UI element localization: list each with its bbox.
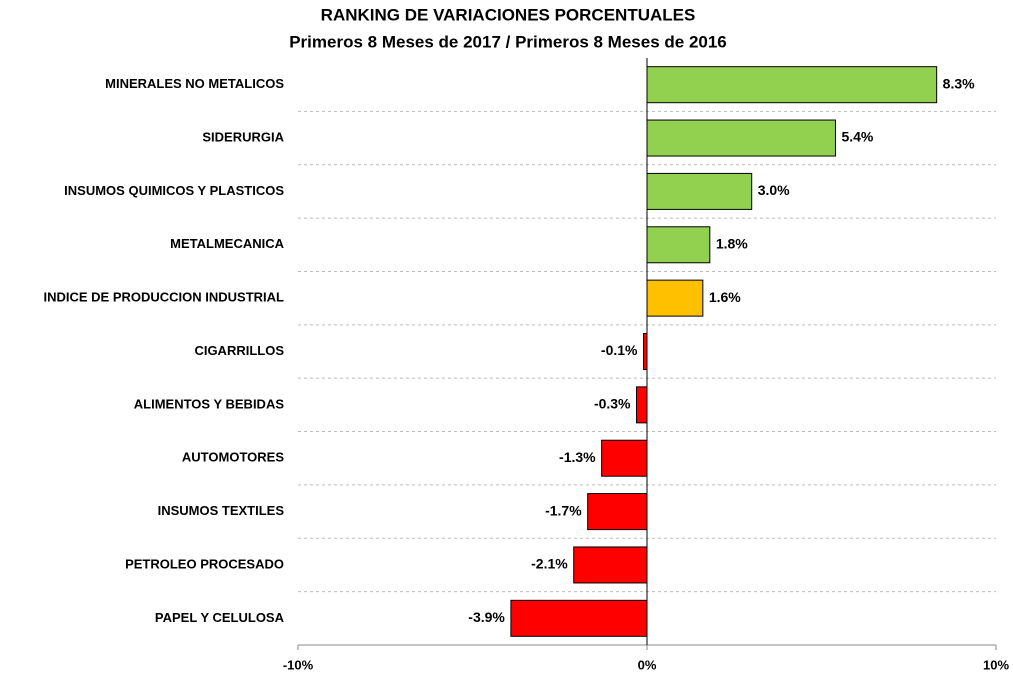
value-label: -3.9%	[468, 609, 505, 625]
y-tick-label: INSUMOS QUIMICOS Y PLASTICOS	[64, 183, 284, 198]
y-tick-label: PETROLEO PROCESADO	[125, 556, 284, 571]
chart-title: RANKING DE VARIACIONES PORCENTUALES	[321, 5, 696, 24]
bar	[643, 333, 648, 370]
bar	[646, 66, 938, 104]
bar	[646, 226, 711, 264]
x-tick-label: 10%	[983, 657, 1009, 672]
bar	[510, 599, 648, 637]
value-label: 8.3%	[943, 75, 975, 91]
y-tick-label: INDICE DE PRODUCCION INDUSTRIAL	[43, 290, 284, 305]
bar	[601, 439, 648, 477]
chart-subtitle: Primeros 8 Meses de 2017 / Primeros 8 Me…	[289, 32, 727, 51]
value-label: 1.8%	[716, 235, 748, 251]
value-label: -0.3%	[594, 396, 631, 412]
bar	[587, 493, 648, 531]
y-tick-label: INSUMOS TEXTILES	[158, 503, 285, 518]
value-label: -2.1%	[531, 556, 568, 572]
value-label: -0.1%	[601, 342, 638, 358]
value-label: 5.4%	[841, 129, 873, 145]
x-tick-label: -10%	[283, 657, 314, 672]
bar	[636, 386, 648, 424]
bar	[646, 279, 704, 317]
value-label: 1.6%	[709, 289, 741, 305]
y-tick-label: PAPEL Y CELULOSA	[155, 610, 285, 625]
y-tick-label: CIGARRILLOS	[194, 343, 284, 358]
value-label: -1.7%	[545, 502, 582, 518]
y-tick-label: METALMECANICA	[170, 236, 284, 251]
bar	[646, 172, 753, 210]
value-label: -1.3%	[559, 449, 596, 465]
y-tick-label: MINERALES NO METALICOS	[105, 76, 284, 91]
bar	[573, 546, 648, 584]
value-label: 3.0%	[758, 182, 790, 198]
y-tick-label: SIDERURGIA	[202, 129, 284, 144]
bar	[646, 119, 836, 157]
y-tick-label: AUTOMOTORES	[182, 450, 284, 465]
x-tick-label: 0%	[638, 657, 657, 672]
y-tick-label: ALIMENTOS Y BEBIDAS	[134, 396, 285, 411]
